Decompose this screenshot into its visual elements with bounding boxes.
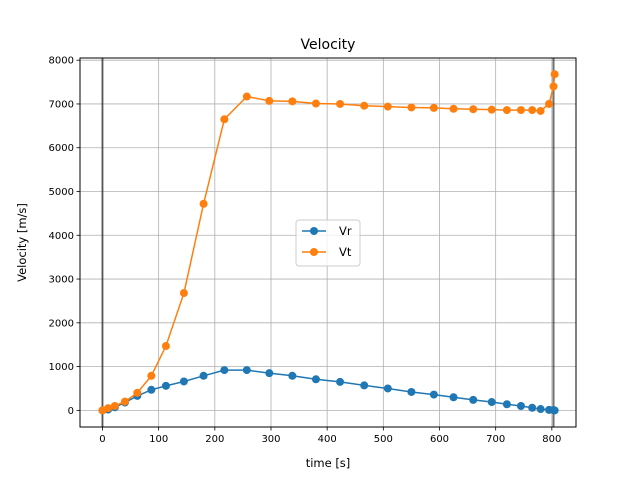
data-point-vt (516, 106, 525, 115)
data-point-vr (242, 366, 251, 375)
data-point-vr (487, 398, 496, 407)
data-point-vr (528, 403, 537, 412)
x-axis-label: time [s] (306, 456, 351, 470)
y-axis-label: Velocity [m/s] (15, 203, 29, 282)
data-point-vt (133, 388, 142, 397)
data-point-vt (407, 103, 416, 112)
data-point-vt (336, 99, 345, 108)
data-point-vr (360, 381, 369, 390)
data-point-vr (336, 377, 345, 386)
data-point-vt (288, 97, 297, 106)
data-point-vt (536, 106, 545, 115)
x-tick-label: 200 (205, 434, 224, 445)
y-tick-label: 1000 (49, 362, 74, 373)
data-point-vt (199, 199, 208, 208)
x-tick-label: 100 (149, 434, 168, 445)
data-point-vr (449, 393, 458, 402)
y-tick-label: 8000 (49, 56, 74, 67)
y-tick-label: 0 (68, 406, 74, 417)
series (98, 70, 559, 415)
x-tick-label: 500 (374, 434, 393, 445)
data-point-vr (220, 366, 229, 375)
data-point-vr (429, 390, 438, 399)
x-tick-label: 700 (486, 434, 505, 445)
data-point-vr (311, 375, 320, 384)
data-point-vt (360, 101, 369, 110)
legend-label-vt: Vt (339, 245, 352, 259)
data-point-vt (549, 82, 558, 91)
data-point-vr (265, 369, 274, 378)
data-point-vt (502, 106, 511, 115)
data-point-vt (383, 102, 392, 111)
data-point-vt (104, 404, 113, 413)
data-point-vr (536, 405, 545, 414)
y-tick-label: 2000 (49, 318, 74, 329)
data-point-vt (179, 289, 188, 298)
ticks: 0 100 200 300 400 500 600 700 800010002000300040… (49, 56, 562, 445)
data-point-vt (545, 99, 554, 108)
data-point-vr (199, 371, 208, 380)
data-point-vt (110, 401, 119, 410)
data-point-vt (120, 397, 129, 406)
data-point-vr (288, 371, 297, 380)
data-point-vr (550, 406, 559, 415)
y-tick-label: 5000 (49, 187, 74, 198)
data-point-vt (487, 105, 496, 114)
plot-frame (79, 57, 577, 428)
x-tick-label: 400 (318, 434, 337, 445)
x-tick-label: 600 (430, 434, 449, 445)
data-point-vt (469, 105, 478, 114)
legend: Vr Vt (295, 219, 361, 267)
chart-title: Velocity (301, 37, 356, 53)
data-point-vr (161, 381, 170, 390)
data-point-vr (516, 401, 525, 410)
data-point-vt (220, 115, 229, 124)
vertical-lines (101, 58, 555, 427)
y-tick-label: 7000 (49, 99, 74, 110)
data-point-vr (147, 385, 156, 394)
legend-label-vr: Vr (339, 224, 352, 238)
data-point-vt (161, 342, 170, 351)
data-point-vt (449, 104, 458, 113)
x-tick-label: 300 (261, 434, 280, 445)
data-point-vt (528, 106, 537, 115)
data-point-vr (407, 387, 416, 396)
x-tick-label: 0 (99, 434, 105, 445)
data-point-vt (265, 96, 274, 105)
data-point-vt (429, 103, 438, 112)
legend-marker-vr (310, 227, 318, 235)
y-tick-label: 3000 (49, 275, 74, 286)
data-point-vt (147, 371, 156, 380)
data-point-vr (179, 377, 188, 386)
data-point-vr (469, 395, 478, 404)
data-point-vt (550, 70, 559, 79)
data-point-vt (311, 99, 320, 108)
legend-marker-vt (310, 248, 318, 256)
data-point-vr (383, 384, 392, 393)
data-point-vt (242, 92, 251, 101)
data-point-vr (502, 400, 511, 409)
x-tick-label: 800 (542, 434, 561, 445)
y-tick-label: 4000 (49, 231, 74, 242)
y-tick-label: 6000 (49, 143, 74, 154)
